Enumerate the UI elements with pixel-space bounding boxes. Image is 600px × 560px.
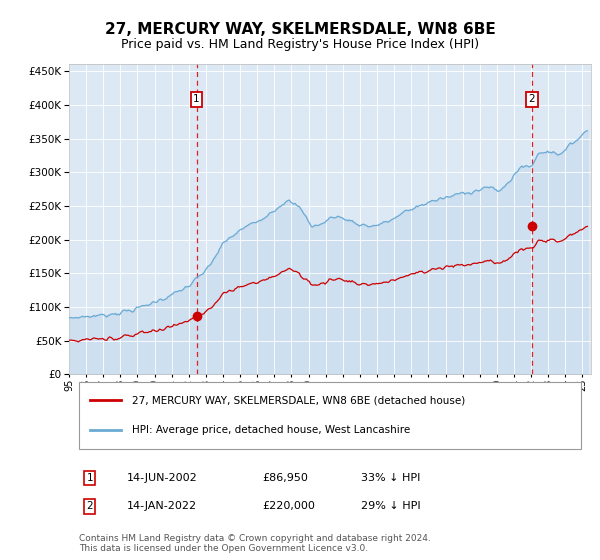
Text: 27, MERCURY WAY, SKELMERSDALE, WN8 6BE (detached house): 27, MERCURY WAY, SKELMERSDALE, WN8 6BE (…: [131, 395, 465, 405]
Text: HPI: Average price, detached house, West Lancashire: HPI: Average price, detached house, West…: [131, 425, 410, 435]
Text: £86,950: £86,950: [262, 473, 308, 483]
Text: 14-JAN-2022: 14-JAN-2022: [127, 501, 197, 511]
Text: 33% ↓ HPI: 33% ↓ HPI: [361, 473, 421, 483]
Text: £220,000: £220,000: [262, 501, 315, 511]
Text: 14-JUN-2002: 14-JUN-2002: [127, 473, 197, 483]
Text: Price paid vs. HM Land Registry's House Price Index (HPI): Price paid vs. HM Land Registry's House …: [121, 38, 479, 51]
Text: 29% ↓ HPI: 29% ↓ HPI: [361, 501, 421, 511]
Text: 2: 2: [529, 95, 535, 105]
Text: Contains HM Land Registry data © Crown copyright and database right 2024.
This d: Contains HM Land Registry data © Crown c…: [79, 534, 431, 553]
Text: 2: 2: [86, 501, 93, 511]
Text: 1: 1: [193, 95, 200, 105]
Text: 1: 1: [86, 473, 93, 483]
Bar: [79, 381, 581, 449]
Text: 27, MERCURY WAY, SKELMERSDALE, WN8 6BE: 27, MERCURY WAY, SKELMERSDALE, WN8 6BE: [104, 22, 496, 38]
